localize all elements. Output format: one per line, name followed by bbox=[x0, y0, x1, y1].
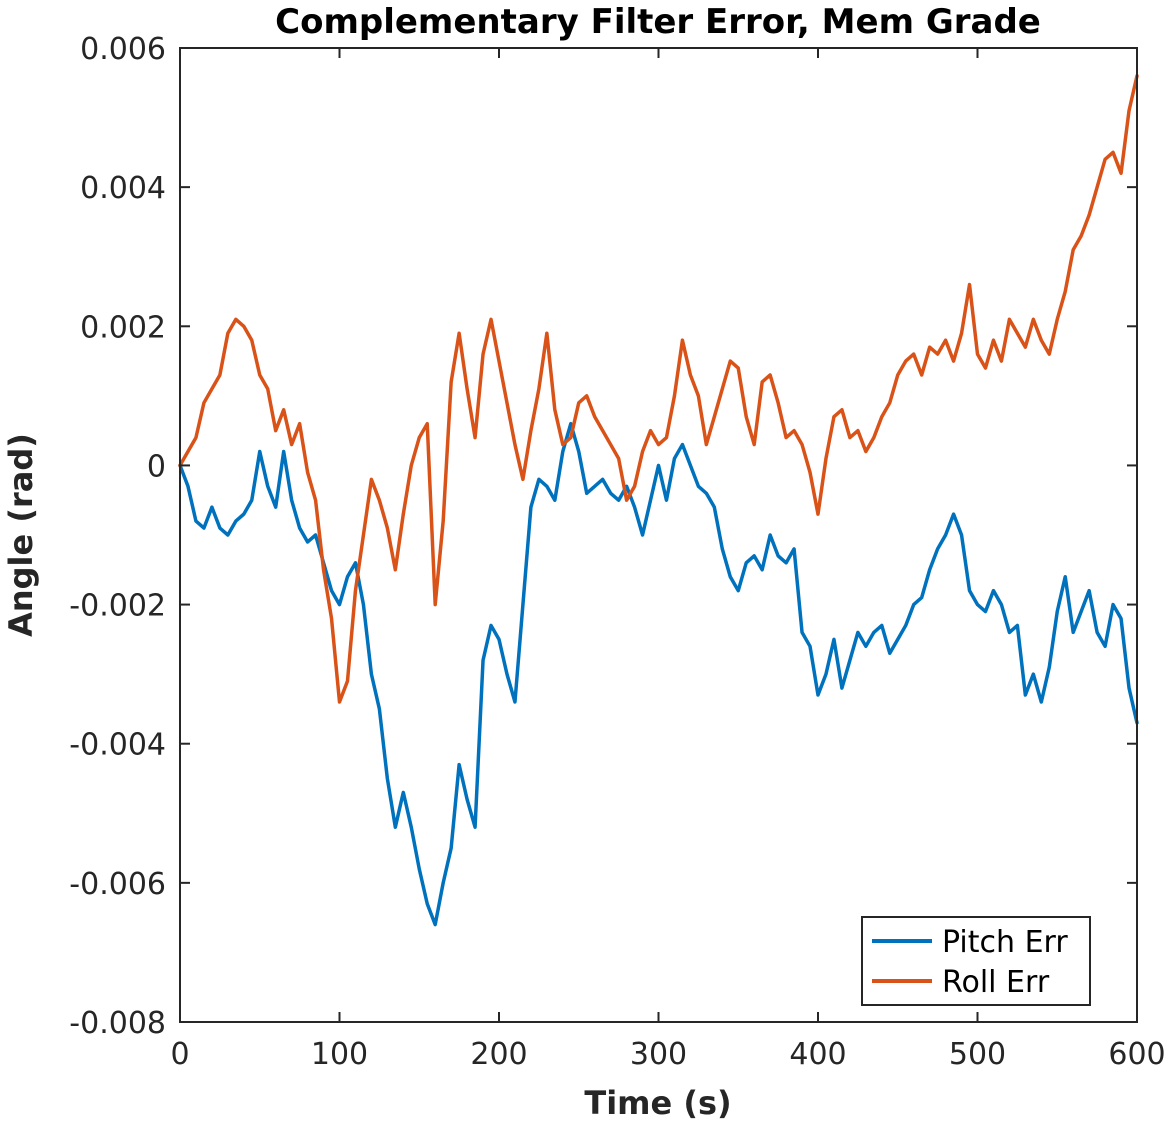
x-tick-label: 500 bbox=[949, 1037, 1006, 1072]
x-tick-label: 400 bbox=[789, 1037, 846, 1072]
y-tick-label: 0.002 bbox=[80, 310, 166, 345]
y-tick-label: -0.004 bbox=[69, 728, 166, 763]
plot-area bbox=[180, 48, 1137, 1022]
y-tick-label: -0.002 bbox=[69, 589, 166, 624]
x-tick-label: 300 bbox=[630, 1037, 687, 1072]
legend-label-pitch-err: Pitch Err bbox=[942, 925, 1068, 960]
x-tick-label: 0 bbox=[170, 1037, 189, 1072]
series-group bbox=[178, 74, 1139, 927]
x-tick-label: 600 bbox=[1108, 1037, 1165, 1072]
chart-title: Complementary Filter Error, Mem Grade bbox=[275, 2, 1041, 42]
y-tick-label: -0.006 bbox=[69, 867, 166, 902]
series-line-roll-err bbox=[178, 74, 1139, 704]
legend-label-roll-err: Roll Err bbox=[942, 965, 1050, 1000]
legend-box bbox=[861, 916, 1091, 1006]
y-tick-label: 0.004 bbox=[80, 171, 166, 206]
legend: Pitch Err Roll Err bbox=[861, 916, 1091, 1006]
y-axis-label: Angle (rad) bbox=[2, 433, 40, 637]
y-tick-label: 0.006 bbox=[80, 32, 166, 67]
axes-group: 0 100 200 300 400 500 600 -0.008 -0.006 -0.004 -0.… bbox=[69, 32, 1165, 1072]
x-tick-label: 200 bbox=[470, 1037, 527, 1072]
series-line-pitch-err bbox=[178, 421, 1139, 927]
x-tick-label: 100 bbox=[311, 1037, 368, 1072]
x-axis-label: Time (s) bbox=[584, 1084, 731, 1122]
y-tick-label: 0 bbox=[147, 449, 166, 484]
y-tick-label: -0.008 bbox=[69, 1006, 166, 1041]
plot-background bbox=[180, 48, 1137, 1022]
